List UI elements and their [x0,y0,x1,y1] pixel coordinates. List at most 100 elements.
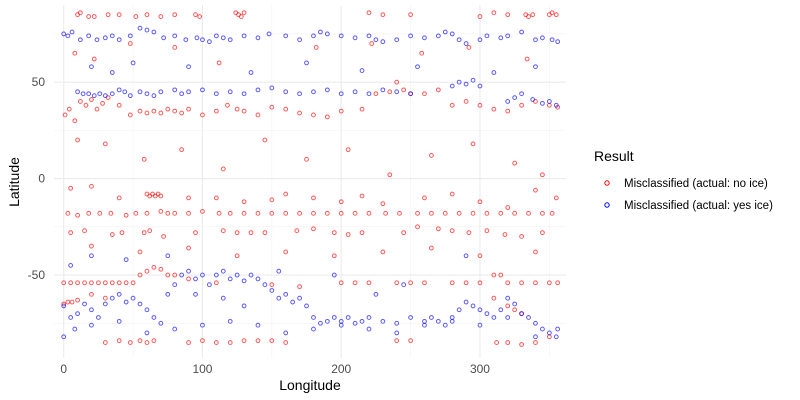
series-yes-ice [61,25,561,340]
data-point [540,100,545,106]
data-point [394,330,400,336]
data-point [359,318,365,324]
data-point [555,326,561,332]
data-point [491,272,497,278]
data-point [89,322,94,328]
data-point [449,102,455,108]
data-point [283,191,289,197]
data-point [122,89,128,95]
data-point [227,37,233,43]
data-point [494,340,500,345]
data-point [449,315,455,320]
data-point [359,230,365,236]
data-point [540,210,545,216]
data-point [241,91,247,97]
data-point [394,280,400,286]
data-point [526,210,531,216]
data-point [297,37,302,43]
data-point [470,210,476,216]
data-point [540,172,545,178]
data-point [172,108,178,114]
legend-marker-no-ice [604,180,610,186]
data-point [144,27,150,33]
data-point [133,14,139,19]
data-point [220,35,226,41]
data-point [141,230,147,236]
data-point [352,89,358,95]
data-point [505,33,511,39]
data-point [144,210,150,216]
data-point [116,291,122,297]
data-point [304,156,309,162]
legend: Result Misclassified (actual: no ice) Mi… [594,148,773,212]
data-point [401,282,407,288]
data-point [241,108,247,114]
data-point [387,172,393,178]
data-point [549,10,555,16]
data-point [553,12,559,18]
data-point [86,33,92,39]
data-point [401,87,407,93]
legend-label-no-ice: Misclassified (actual: no ice) [624,178,768,190]
data-point [352,320,358,326]
data-point [151,108,157,114]
data-point [75,297,80,303]
data-point [415,224,420,230]
data-point [127,41,133,46]
data-point [546,280,552,286]
data-point [519,29,524,35]
data-point [394,89,400,95]
data-point [68,230,74,236]
data-point [72,326,78,332]
data-point [66,106,72,112]
data-point [449,280,455,286]
data-point [200,338,205,344]
data-point [193,12,198,18]
data-point [179,272,185,278]
data-point [408,91,414,97]
data-point [109,70,115,75]
data-point [338,108,344,114]
data-point [89,97,94,102]
data-point [311,226,316,232]
data-point [283,330,289,336]
data-point [137,338,143,344]
data-point [262,282,268,288]
data-point [144,340,150,345]
data-point [213,195,219,201]
data-point [318,29,323,35]
data-point [102,35,108,41]
data-point [463,99,469,104]
data-point [123,257,129,263]
data-point [456,79,462,85]
data-point [68,315,74,320]
data-point [213,33,219,39]
data-point [116,318,122,324]
data-point [89,253,94,259]
data-point [109,280,115,286]
data-point [331,315,337,320]
data-point [477,322,483,328]
data-point [369,41,375,46]
data-point [102,141,108,147]
data-point [477,14,483,19]
data-point [338,210,344,216]
data-point [213,91,219,97]
data-point [311,315,316,320]
x-tick-label: 200 [331,362,351,376]
data-point [89,183,94,189]
data-point [61,301,67,307]
data-point [255,210,261,216]
data-point [65,210,71,216]
data-point [519,234,524,239]
data-point [102,93,108,99]
data-point [549,210,555,216]
data-point [429,315,434,320]
data-point [442,322,448,328]
data-point [127,93,133,99]
data-point [408,33,414,39]
data-point [526,315,531,320]
data-point [466,230,472,236]
data-point [69,29,75,35]
data-point [151,338,157,344]
